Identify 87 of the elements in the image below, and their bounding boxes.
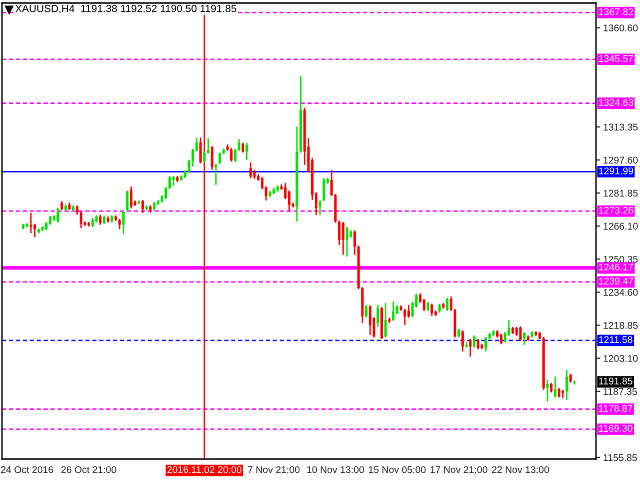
- candlestick: [99, 214, 102, 226]
- candlestick: [384, 302, 387, 338]
- candlestick: [76, 204, 78, 216]
- x-tick-label: 26 Oct 21:00: [61, 466, 116, 474]
- x-tick-label: 15 Nov 05:00: [368, 466, 426, 474]
- candlestick: [230, 148, 233, 162]
- y-tick-label: 1281.85: [604, 190, 638, 197]
- y-tick-label: 1250.35: [604, 256, 638, 263]
- ref-line-label: 1239.47: [599, 278, 634, 285]
- y-tick-label: 1313.35: [604, 124, 638, 131]
- candlestick: [446, 296, 448, 312]
- ref-line-label: 1169.30: [599, 424, 632, 432]
- candlestick: [365, 304, 368, 318]
- candlestick: [168, 175, 171, 190]
- candlestick: [407, 304, 410, 318]
- candlestick: [461, 330, 464, 352]
- candlestick: [469, 338, 472, 358]
- candlestick: [318, 200, 322, 216]
- x-tick-label: 10 Nov 13:00: [307, 466, 364, 474]
- candlestick: [404, 308, 406, 326]
- candlestick: [430, 303, 434, 317]
- candlestick: [426, 301, 430, 312]
- ref-line-label: 1324.63: [599, 98, 634, 106]
- candlestick: [210, 145, 214, 171]
- candlestick: [338, 220, 341, 246]
- candlestick: [91, 217, 94, 228]
- candlestick: [322, 178, 326, 202]
- candlestick: [80, 210, 82, 229]
- y-tick-label: 1155.85: [604, 454, 637, 462]
- candlestick: [249, 162, 252, 179]
- y-tick-label: 1297.60: [604, 156, 638, 164]
- text: 1191.85: [599, 378, 632, 384]
- candlestick: [126, 190, 129, 212]
- ref-line-label: 1273.26: [599, 206, 634, 214]
- candlestick: [48, 215, 52, 226]
- candlestick: [565, 369, 568, 401]
- ref-line-label: 1246.17: [599, 264, 634, 270]
- candlestick: [164, 186, 168, 200]
- candlestick: [122, 210, 125, 235]
- candlestick: [519, 326, 522, 342]
- y-tick-label: 1218.85: [604, 322, 638, 329]
- candlestick: [484, 336, 488, 352]
- candlestick: [346, 226, 348, 258]
- candlestick: [558, 387, 560, 398]
- candlestick: [476, 338, 480, 350]
- x-tick-label: 7 Nov 21:00: [248, 466, 300, 474]
- candlestick: [546, 378, 549, 402]
- candlestick: [288, 190, 290, 212]
- y-tick-label: 1234.60: [604, 288, 638, 296]
- candlestick: [392, 300, 394, 322]
- candlestick: [500, 333, 502, 345]
- x-tick-label: 17 Nov 21:00: [430, 466, 488, 474]
- ref-line-label: 1345.57: [599, 55, 634, 62]
- candlestick: [376, 304, 380, 328]
- candlestick: [172, 175, 175, 186]
- y-tick-label: 1266.10: [604, 222, 638, 230]
- candlestick: [523, 331, 526, 346]
- x-tick-label: 22 Nov 13:00: [492, 466, 549, 474]
- candlestick: [141, 199, 144, 214]
- candlestick: [550, 382, 553, 394]
- chart-title: XAUUSD,H4 1191.38 1192.52 1190.50 1191.85: [15, 4, 236, 14]
- x-tick-label: 2016.11.02 20:00: [167, 466, 242, 474]
- y-tick-label: 1187.35: [604, 388, 637, 395]
- candlestick: [238, 138, 240, 152]
- candlestick: [34, 223, 36, 238]
- candlestick: [246, 142, 248, 161]
- ref-line-label: 1178.87: [599, 404, 632, 412]
- candlestick: [422, 298, 426, 312]
- x-tick-label: 24 Oct 2016: [1, 466, 54, 474]
- candlestick: [234, 148, 236, 163]
- candlestick: [353, 230, 356, 256]
- candlestick: [118, 218, 121, 230]
- candlestick: [368, 304, 372, 336]
- candlestick: [56, 207, 60, 224]
- candlestick: [554, 376, 556, 398]
- candlestick: [218, 152, 222, 165]
- candlestick: [203, 150, 206, 164]
- candlestick: [472, 334, 476, 348]
- ref-line-label: 1211.58: [599, 336, 632, 344]
- ref-line-label: 1367.82: [599, 8, 634, 16]
- y-tick-label: 1360.60: [604, 24, 638, 32]
- y-tick-label: 1203.10: [604, 355, 638, 362]
- candlestick: [130, 186, 132, 209]
- candlestick: [242, 142, 244, 154]
- candlestick: [342, 221, 344, 256]
- candlestick: [206, 137, 210, 154]
- ref-line-label: 1291.99: [599, 167, 634, 174]
